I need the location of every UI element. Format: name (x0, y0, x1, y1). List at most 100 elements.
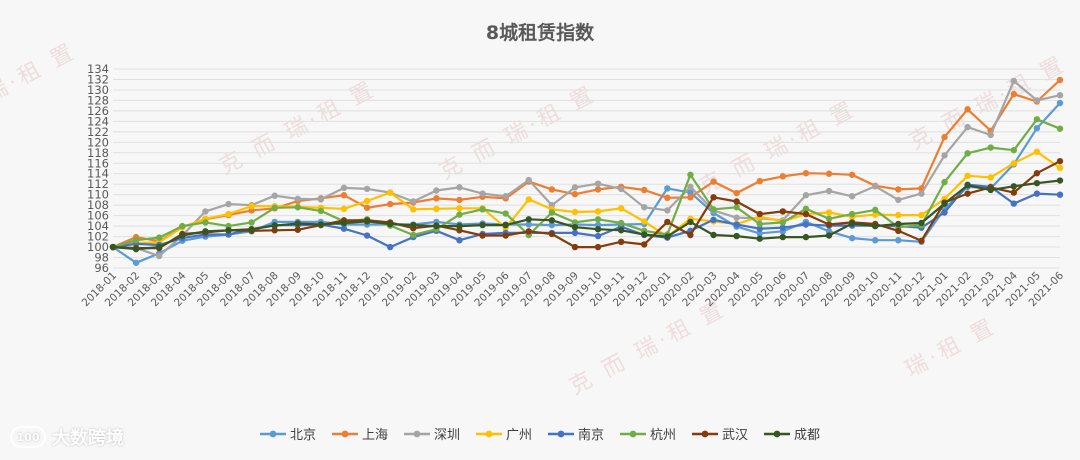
data-point (733, 232, 740, 240)
data-point (525, 176, 532, 184)
data-point (525, 216, 532, 223)
data-point (525, 196, 532, 203)
data-point (779, 208, 787, 215)
data-point (848, 234, 856, 242)
y-tick-label: 126 (87, 104, 109, 118)
data-point (825, 187, 833, 195)
data-point (248, 219, 255, 226)
data-point (410, 231, 417, 239)
data-point (363, 204, 371, 211)
data-point (340, 205, 348, 213)
y-tick-label: 96 (94, 261, 109, 275)
data-point (941, 200, 948, 207)
legend-item: 北京 (260, 428, 316, 443)
data-point (895, 196, 902, 204)
data-point (479, 232, 486, 239)
data-point (456, 196, 463, 204)
data-point (802, 210, 810, 218)
data-point (1056, 99, 1064, 107)
data-point (641, 186, 648, 194)
data-point (756, 210, 763, 218)
data-point (664, 233, 671, 240)
data-point (987, 144, 994, 151)
data-point (964, 150, 971, 157)
data-point (733, 204, 740, 211)
series-line (112, 160, 1061, 250)
data-point (687, 183, 694, 191)
data-point (479, 190, 486, 197)
data-point (225, 210, 232, 218)
data-point (617, 227, 625, 234)
data-point (386, 243, 394, 251)
data-point (895, 186, 902, 193)
data-point (109, 243, 117, 251)
legend: 北京 上海 深圳 广州 南京 杭州 武汉 成都 (260, 427, 820, 443)
data-point (594, 243, 602, 251)
data-point (664, 218, 671, 226)
data-point (386, 220, 394, 228)
data-point (548, 221, 556, 229)
legend-marker (773, 430, 781, 438)
data-point (710, 194, 717, 201)
data-point (1010, 189, 1018, 196)
legend-label: 北京 (290, 428, 316, 443)
data-point (710, 231, 717, 239)
data-point (848, 193, 856, 200)
legend-marker (413, 430, 421, 438)
data-point (964, 172, 971, 180)
data-point (779, 224, 787, 231)
y-tick-label: 104 (87, 219, 109, 233)
data-point (317, 207, 325, 215)
data-point (802, 192, 810, 199)
data-point (756, 230, 763, 237)
data-point (687, 171, 694, 178)
data-point (525, 228, 532, 235)
data-point (271, 192, 278, 199)
data-point (779, 173, 787, 180)
data-point (132, 237, 140, 244)
data-point (317, 196, 325, 203)
data-point (548, 209, 556, 216)
data-point (941, 133, 948, 141)
data-point (202, 228, 209, 235)
series-line (112, 79, 1061, 258)
data-point (617, 205, 625, 212)
data-point (641, 231, 648, 238)
data-point (987, 186, 994, 194)
brand-name: 大数跨境 (52, 428, 124, 449)
data-point (987, 174, 994, 181)
data-point (479, 206, 486, 213)
y-tick-label: 100 (87, 240, 109, 254)
data-point (179, 222, 186, 230)
legend-marker (629, 430, 637, 438)
data-point (363, 185, 371, 193)
legend-label: 武汉 (722, 428, 748, 443)
y-tick-label: 114 (87, 167, 109, 181)
data-point (502, 210, 509, 217)
data-point (456, 184, 463, 191)
data-point (225, 227, 232, 234)
data-point (571, 223, 579, 231)
data-point (433, 205, 440, 213)
data-point (664, 207, 671, 214)
data-point (941, 152, 948, 159)
data-point (941, 209, 948, 216)
data-point (1033, 190, 1041, 197)
data-point (756, 225, 763, 232)
data-point (779, 233, 787, 241)
data-point (386, 200, 394, 208)
data-point (756, 235, 763, 242)
data-point (895, 211, 902, 219)
data-point (571, 184, 579, 191)
data-point (848, 210, 856, 218)
data-point (1010, 77, 1018, 85)
data-point (225, 200, 232, 208)
data-point (802, 233, 810, 241)
y-axis: 9698100102104106108110112114116118120122… (87, 62, 109, 275)
data-point (641, 204, 648, 211)
data-point (918, 219, 925, 227)
data-point (363, 218, 371, 225)
data-point (1010, 200, 1018, 207)
data-point (802, 221, 810, 228)
data-point (340, 225, 348, 232)
